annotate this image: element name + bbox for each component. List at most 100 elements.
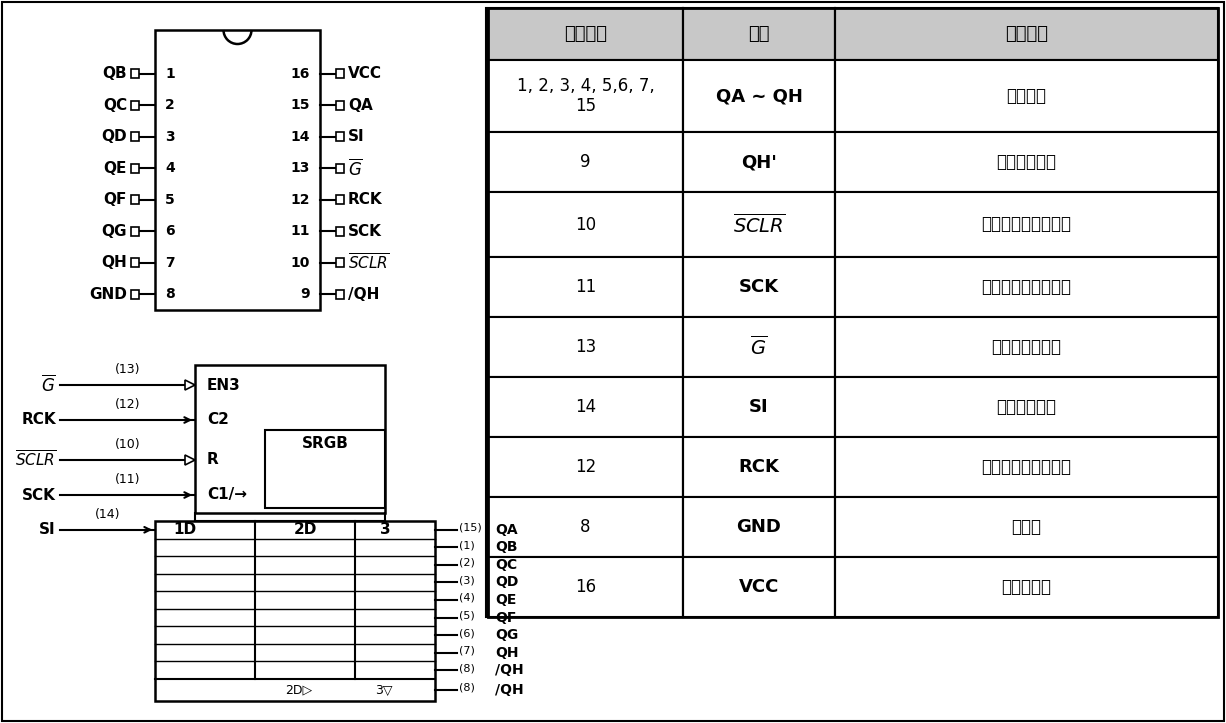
Text: (8): (8) <box>459 683 474 693</box>
Text: SI: SI <box>348 129 364 145</box>
Text: QG: QG <box>102 223 128 239</box>
Text: /QH: /QH <box>495 683 524 697</box>
Bar <box>131 100 139 110</box>
Text: RCK: RCK <box>738 458 780 476</box>
Bar <box>488 437 683 497</box>
Text: RCK: RCK <box>21 413 56 427</box>
Text: SCK: SCK <box>22 487 56 502</box>
Text: 3: 3 <box>380 522 390 537</box>
Text: 12: 12 <box>575 458 596 476</box>
Text: QA ~ QH: QA ~ QH <box>716 87 803 105</box>
Bar <box>336 195 345 205</box>
Bar <box>336 100 345 110</box>
Text: 存储寄存器时钟输入: 存储寄存器时钟输入 <box>982 458 1072 476</box>
Bar <box>683 317 835 377</box>
Text: QA: QA <box>348 98 373 113</box>
Bar <box>195 365 385 513</box>
Text: QH': QH' <box>741 153 777 171</box>
Bar <box>835 132 1217 192</box>
Text: SRGB: SRGB <box>302 437 348 451</box>
Text: 10: 10 <box>291 256 310 270</box>
Bar <box>131 163 139 173</box>
Bar <box>131 258 139 268</box>
Bar <box>131 195 139 205</box>
Text: 输出使能控制端: 输出使能控制端 <box>992 338 1062 356</box>
Text: 移位寄存器时钟输入: 移位寄存器时钟输入 <box>982 278 1072 296</box>
Text: 14: 14 <box>575 398 596 416</box>
Bar <box>835 317 1217 377</box>
Text: QE: QE <box>104 161 128 176</box>
Bar <box>835 377 1217 437</box>
Bar <box>683 257 835 317</box>
Text: 8: 8 <box>580 518 591 536</box>
Bar <box>336 163 345 173</box>
Bar <box>131 132 139 141</box>
Text: GND: GND <box>89 287 128 301</box>
Text: C2: C2 <box>207 413 229 427</box>
Text: (11): (11) <box>115 473 140 486</box>
Text: C1/→: C1/→ <box>207 487 246 502</box>
Text: (6): (6) <box>459 628 474 638</box>
Bar <box>265 430 385 508</box>
Text: 11: 11 <box>291 224 310 239</box>
Bar <box>683 497 835 557</box>
Text: 数据输出: 数据输出 <box>1007 87 1047 105</box>
Text: (12): (12) <box>115 398 140 411</box>
Text: $\overline{G}$: $\overline{G}$ <box>348 158 363 179</box>
Text: 9: 9 <box>300 287 310 301</box>
Bar <box>336 258 345 268</box>
Text: QE: QE <box>495 593 516 607</box>
Text: /QH: /QH <box>495 663 524 677</box>
Text: 2D: 2D <box>293 522 316 537</box>
Text: $\overline{SCLR}$: $\overline{SCLR}$ <box>348 252 390 273</box>
Bar <box>488 317 683 377</box>
Bar <box>835 60 1217 132</box>
Text: 1: 1 <box>166 67 175 81</box>
Text: QD: QD <box>495 576 519 589</box>
Text: QF: QF <box>104 192 128 208</box>
Bar <box>488 132 683 192</box>
Text: SCK: SCK <box>348 223 381 239</box>
Text: QH: QH <box>495 646 519 659</box>
Text: (5): (5) <box>459 610 474 620</box>
Bar <box>336 227 345 236</box>
Text: QA: QA <box>495 523 517 536</box>
Text: 7: 7 <box>166 256 174 270</box>
Text: 6: 6 <box>166 224 174 239</box>
Text: VCC: VCC <box>348 67 383 81</box>
Text: SI: SI <box>39 522 56 537</box>
Text: 14: 14 <box>291 129 310 144</box>
Text: 接地端: 接地端 <box>1011 518 1042 536</box>
Bar <box>835 497 1217 557</box>
Text: (8): (8) <box>459 663 474 673</box>
Text: RCK: RCK <box>348 192 383 208</box>
Bar <box>683 60 835 132</box>
Text: QB: QB <box>495 540 517 555</box>
Text: $\overline{G}$: $\overline{G}$ <box>750 335 767 359</box>
Text: (4): (4) <box>459 593 474 603</box>
Text: 正电源输入: 正电源输入 <box>1002 578 1052 596</box>
Text: (7): (7) <box>459 646 474 656</box>
Bar <box>154 30 320 310</box>
Bar <box>488 557 683 617</box>
Bar <box>336 69 345 78</box>
Text: 串行数据输入: 串行数据输入 <box>997 398 1057 416</box>
Text: EN3: EN3 <box>207 377 240 393</box>
Bar <box>683 437 835 497</box>
Text: QC: QC <box>103 98 128 113</box>
Text: 5: 5 <box>166 193 175 207</box>
Bar <box>488 8 1217 617</box>
Text: (10): (10) <box>115 438 140 451</box>
Polygon shape <box>185 455 195 465</box>
Text: (3): (3) <box>459 576 474 586</box>
Text: 4: 4 <box>166 161 175 175</box>
Bar <box>154 521 435 701</box>
Text: VCC: VCC <box>739 578 780 596</box>
Bar <box>488 257 683 317</box>
Text: 13: 13 <box>575 338 596 356</box>
Text: $\overline{SCLR}$: $\overline{SCLR}$ <box>733 213 785 236</box>
Text: QC: QC <box>495 558 517 572</box>
Text: 2D▷: 2D▷ <box>284 683 313 696</box>
Text: 移位寄存器清零输入: 移位寄存器清零输入 <box>982 215 1072 234</box>
Text: (1): (1) <box>459 540 474 550</box>
